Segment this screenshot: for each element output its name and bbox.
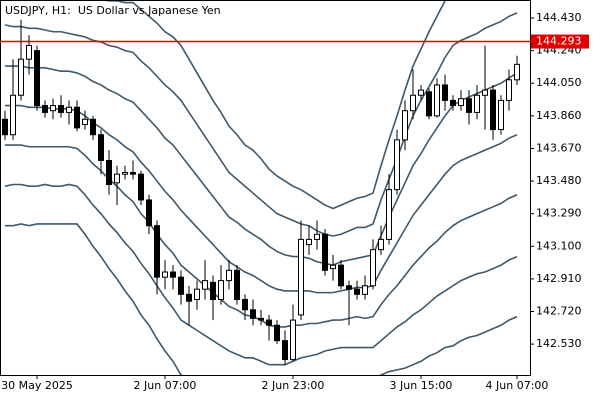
candle-body (2, 118, 8, 136)
candle-body (114, 173, 120, 184)
x-tick-label: 3 Jun 15:00 (390, 379, 453, 392)
x-tick-label: 30 May 2025 (1, 379, 73, 392)
y-tick-label: 143.480 (536, 174, 582, 187)
y-tick-label: 143.100 (536, 239, 582, 252)
band-line (105, 1, 446, 210)
candle-body (290, 319, 296, 361)
candle-body (170, 271, 176, 278)
candle-body (210, 281, 216, 300)
candle-body (130, 171, 136, 175)
candle-body (354, 288, 360, 295)
candle-body (218, 280, 224, 300)
candle-body (346, 285, 352, 290)
candle-body (306, 238, 312, 246)
candle-body (466, 98, 472, 113)
candle-body (162, 271, 168, 278)
candle-body (274, 324, 280, 342)
candle-body (178, 276, 184, 295)
candle-body (90, 118, 96, 136)
candle-body (378, 238, 384, 251)
candle-body (490, 89, 496, 131)
candle-body (34, 50, 40, 107)
candle-body (202, 280, 208, 290)
y-tick-label: 142.720 (536, 304, 582, 317)
candle-body (402, 110, 408, 141)
price-label: 144.293 (536, 35, 582, 48)
candle-body (18, 58, 24, 96)
plot-frame (0, 0, 531, 376)
candle-body (410, 94, 416, 112)
candle-body (146, 199, 152, 227)
candle-body (338, 264, 344, 287)
candle-body (266, 319, 272, 326)
candle-body (242, 298, 248, 311)
candle-body (50, 105, 56, 112)
price-label-box (531, 34, 589, 49)
candle-body (498, 99, 504, 131)
candle-body (362, 285, 368, 295)
candle-body (138, 173, 144, 201)
candle-body (122, 171, 128, 175)
candle-body (394, 139, 400, 191)
candle-body (58, 105, 64, 113)
band-line (5, 223, 518, 375)
candle-body (234, 269, 240, 300)
y-tick-label: 144.430 (536, 11, 582, 24)
y-tick-label: 143.860 (536, 109, 582, 122)
candle-body (282, 340, 288, 361)
candle-body (42, 105, 48, 113)
candle-body (458, 98, 464, 107)
axes: 144.430144.240144.050143.860143.670143.4… (1, 11, 589, 392)
candle-body (106, 159, 112, 185)
candle-body (506, 79, 512, 101)
candle-body (10, 94, 16, 136)
y-tick-label: 143.290 (536, 207, 582, 220)
candle-body (98, 134, 104, 161)
candle-body (186, 293, 192, 302)
candle-body (434, 84, 440, 117)
candles (0, 19, 530, 365)
candle-body (426, 91, 432, 117)
candle-body (226, 269, 232, 282)
band-line (4, 12, 518, 237)
candle-body (418, 89, 424, 96)
candle-body (450, 99, 456, 107)
candle-body (322, 233, 328, 271)
x-tick-label: 2 Jun 07:00 (134, 379, 197, 392)
candle-body (474, 94, 480, 113)
x-tick-label: 2 Jun 23:00 (262, 379, 325, 392)
candle-body (370, 249, 376, 287)
candle-body (66, 106, 72, 113)
candle-body (258, 317, 264, 321)
y-tick-label: 143.670 (536, 141, 582, 154)
candle-body (74, 106, 80, 129)
candle-body (250, 309, 256, 319)
candle-body (514, 63, 520, 81)
band-line (4, 183, 518, 366)
chart-title: USDJPY, H1: US Dollar vs Japanese Yen (5, 4, 221, 17)
candle-body (194, 288, 200, 300)
y-tick-label: 142.910 (536, 272, 582, 285)
x-tick-label: 4 Jun 07:00 (486, 379, 549, 392)
candle-body (154, 225, 160, 278)
candle-body (330, 264, 336, 270)
y-tick-label: 142.530 (536, 337, 582, 350)
candle-body (26, 44, 32, 60)
candle-body (298, 238, 304, 316)
candle-body (386, 189, 392, 240)
y-tick-label: 144.050 (536, 76, 582, 89)
candle-body (482, 89, 488, 96)
candle-body (442, 84, 448, 101)
band-line (5, 65, 518, 266)
candle-body (82, 118, 88, 125)
candle-body (314, 233, 320, 240)
